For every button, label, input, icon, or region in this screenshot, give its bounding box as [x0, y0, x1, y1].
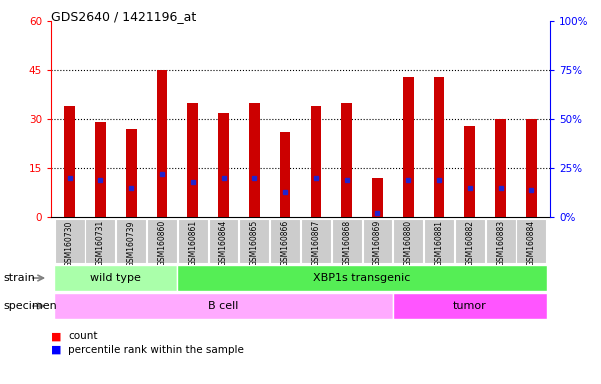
Text: XBP1s transgenic: XBP1s transgenic — [313, 273, 410, 283]
Text: GSM160866: GSM160866 — [281, 220, 290, 266]
Bar — [64, 106, 75, 217]
Bar — [249, 103, 260, 217]
Text: GSM160884: GSM160884 — [527, 220, 536, 266]
Bar — [270, 219, 300, 263]
Bar — [486, 219, 516, 263]
Bar — [147, 219, 177, 263]
Bar — [465, 126, 475, 217]
Bar — [393, 219, 423, 263]
Bar — [209, 219, 239, 263]
Bar — [332, 219, 362, 263]
Text: GSM160867: GSM160867 — [311, 220, 320, 266]
Bar — [178, 219, 208, 263]
Text: GSM160861: GSM160861 — [188, 220, 197, 266]
Text: GSM160881: GSM160881 — [435, 220, 444, 266]
Text: GSM160860: GSM160860 — [157, 220, 166, 266]
Bar — [239, 219, 269, 263]
Bar — [495, 119, 506, 217]
Text: GSM160864: GSM160864 — [219, 220, 228, 266]
Bar — [424, 219, 454, 263]
Bar — [126, 129, 136, 217]
Text: GDS2640 / 1421196_at: GDS2640 / 1421196_at — [51, 10, 197, 23]
Bar — [301, 219, 331, 263]
Bar — [55, 219, 85, 263]
Bar — [95, 122, 106, 217]
Bar — [362, 219, 392, 263]
Text: ■: ■ — [51, 345, 61, 355]
Bar — [526, 119, 537, 217]
Text: count: count — [68, 331, 97, 341]
Text: specimen: specimen — [3, 301, 56, 311]
Text: ■: ■ — [51, 331, 61, 341]
Bar — [54, 265, 177, 291]
Bar — [372, 178, 383, 217]
Text: GSM160869: GSM160869 — [373, 220, 382, 266]
Bar — [177, 265, 547, 291]
Bar — [516, 219, 546, 263]
Text: GSM160880: GSM160880 — [404, 220, 413, 266]
Bar — [85, 219, 115, 263]
Bar — [54, 293, 393, 319]
Text: wild type: wild type — [90, 273, 141, 283]
Text: strain: strain — [3, 273, 35, 283]
Bar — [434, 77, 445, 217]
Bar — [116, 219, 146, 263]
Bar — [218, 113, 229, 217]
Text: B cell: B cell — [209, 301, 239, 311]
Text: percentile rank within the sample: percentile rank within the sample — [68, 345, 244, 355]
Bar — [311, 106, 322, 217]
Text: GSM160731: GSM160731 — [96, 220, 105, 266]
Bar — [393, 293, 547, 319]
Bar — [156, 70, 167, 217]
Bar — [455, 219, 485, 263]
Text: GSM160882: GSM160882 — [465, 220, 474, 266]
Text: GSM160865: GSM160865 — [250, 220, 259, 266]
Bar — [188, 103, 198, 217]
Text: GSM160883: GSM160883 — [496, 220, 505, 266]
Bar — [341, 103, 352, 217]
Bar — [403, 77, 413, 217]
Text: GSM160868: GSM160868 — [342, 220, 351, 266]
Text: tumor: tumor — [453, 301, 487, 311]
Text: GSM160730: GSM160730 — [65, 220, 74, 266]
Text: GSM160739: GSM160739 — [127, 220, 136, 266]
Bar — [279, 132, 290, 217]
